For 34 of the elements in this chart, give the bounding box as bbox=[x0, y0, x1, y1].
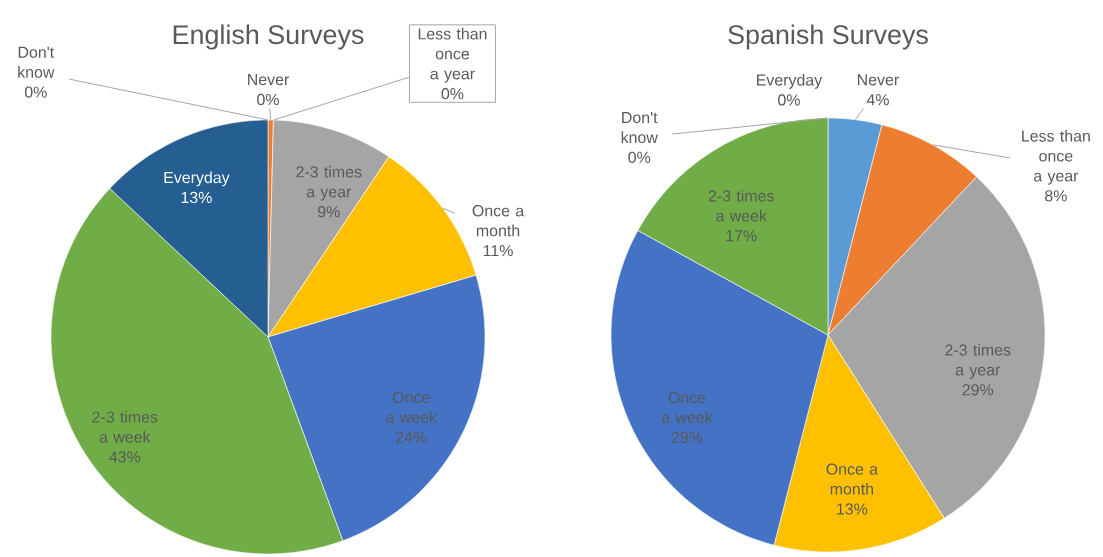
category-label: Less than once a year bbox=[418, 27, 487, 83]
data-label: 43% bbox=[109, 451, 141, 463]
slice-label: 2-3 times a week bbox=[708, 189, 774, 222]
slice-label: Once a month bbox=[826, 463, 879, 495]
text: 0% bbox=[24, 86, 47, 98]
data-label: 11% bbox=[483, 245, 513, 257]
slice-label: Less than once a year bbox=[1022, 129, 1090, 185]
data-label: 29% bbox=[962, 384, 994, 396]
category-label: Don't know bbox=[18, 46, 55, 78]
slice-label: Never bbox=[857, 74, 899, 86]
slice-label: Never bbox=[248, 74, 289, 86]
slice-label: 2-3 times a year bbox=[945, 343, 1011, 379]
text: 0% bbox=[628, 151, 651, 163]
data-label: 24% bbox=[396, 431, 427, 443]
slice-label: Once a week bbox=[386, 391, 437, 423]
slice-label: Everyday bbox=[164, 171, 230, 187]
text: 0% bbox=[778, 94, 800, 106]
data-label: 13% bbox=[837, 503, 868, 515]
category-label: Don't know bbox=[621, 112, 658, 144]
slice-label: 2-3 times a year bbox=[296, 165, 362, 201]
data-label: 4% bbox=[866, 94, 889, 106]
slice-label: Once a month bbox=[472, 205, 525, 237]
slice-label: 2-3 times a week bbox=[92, 411, 158, 443]
data-label: 17% bbox=[726, 230, 757, 242]
chart-title: Spanish Surveys bbox=[728, 24, 928, 50]
slice-label: Once a week bbox=[661, 391, 713, 424]
category-label: Everyday bbox=[757, 73, 823, 89]
data-label: 13% bbox=[181, 191, 212, 204]
chart-title: English Surveys bbox=[173, 24, 364, 50]
data-label: 0% bbox=[257, 93, 279, 106]
data-label: 29% bbox=[671, 431, 703, 444]
data-label: 8% bbox=[1045, 190, 1067, 202]
data-label: 9% bbox=[318, 206, 340, 218]
text: 0% bbox=[441, 88, 464, 100]
